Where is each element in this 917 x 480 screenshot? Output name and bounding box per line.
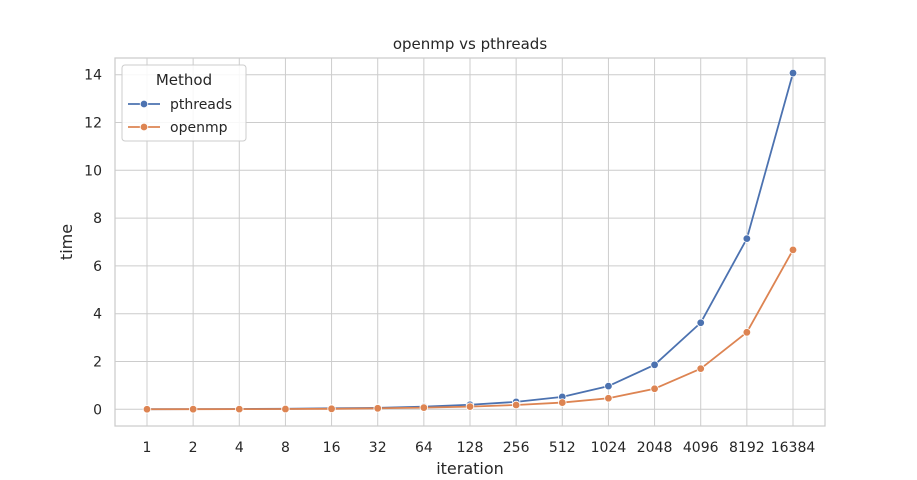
x-tick-label: 4096 bbox=[683, 440, 719, 456]
y-tick-label: 8 bbox=[93, 211, 102, 227]
data-point-openmp bbox=[650, 384, 659, 393]
legend-title: Method bbox=[156, 71, 212, 89]
data-point-pthreads bbox=[696, 318, 705, 327]
data-point-openmp bbox=[742, 328, 752, 337]
x-tick-labels: 1 2 4 8 16 32 64 128 256 512 1024 2048 4096 8192 16384 bbox=[143, 440, 816, 456]
y-tick-label: 12 bbox=[84, 116, 102, 132]
legend: Method pthreads openmp bbox=[121, 64, 247, 142]
y-axis-label: time bbox=[57, 224, 76, 260]
data-point-openmp bbox=[235, 404, 244, 414]
y-tick-labels: 0 2 4 6 8 10 12 14 bbox=[84, 68, 102, 419]
x-tick-label: 1024 bbox=[591, 440, 627, 456]
data-point-openmp bbox=[419, 403, 429, 412]
data-point-pthreads bbox=[604, 381, 613, 391]
series-layer bbox=[142, 68, 798, 414]
plot-frame bbox=[114, 57, 826, 427]
data-point-pthreads bbox=[742, 234, 752, 243]
x-tick-label: 256 bbox=[503, 440, 530, 456]
x-tick-label: 2048 bbox=[637, 440, 673, 456]
x-tick-label: 8 bbox=[281, 440, 290, 456]
legend-marker-pthreads bbox=[139, 99, 149, 109]
series-openmp bbox=[142, 245, 798, 414]
legend-entry-openmp: openmp bbox=[128, 120, 228, 136]
x-axis-label: iteration bbox=[436, 459, 504, 478]
legend-box bbox=[121, 64, 247, 142]
y-tick-label: 10 bbox=[84, 163, 102, 179]
x-tick-label: 8192 bbox=[729, 440, 765, 456]
x-tick-label: 16 bbox=[323, 440, 341, 456]
data-point-openmp bbox=[188, 404, 198, 414]
y-tick-label: 6 bbox=[93, 259, 102, 275]
x-tick-label: 64 bbox=[415, 440, 433, 456]
data-point-openmp bbox=[465, 402, 475, 411]
data-point-openmp bbox=[281, 404, 290, 414]
data-point-openmp bbox=[142, 405, 152, 414]
data-point-openmp bbox=[327, 404, 336, 413]
chart-title: openmp vs pthreads bbox=[393, 35, 547, 53]
x-tick-label: 32 bbox=[369, 440, 387, 456]
x-tick-label: 4 bbox=[235, 440, 244, 456]
x-tick-label: 1 bbox=[143, 440, 152, 456]
y-tick-label: 14 bbox=[84, 68, 102, 84]
legend-label-openmp: openmp bbox=[170, 120, 228, 136]
data-point-openmp bbox=[511, 400, 521, 410]
data-point-openmp bbox=[558, 398, 567, 407]
y-tick-label: 2 bbox=[93, 354, 102, 370]
data-point-pthreads bbox=[650, 360, 659, 370]
legend-entry-pthreads: pthreads bbox=[128, 97, 232, 113]
data-point-openmp bbox=[604, 394, 613, 403]
x-tick-label: 128 bbox=[457, 440, 484, 456]
x-gridlines bbox=[146, 58, 794, 426]
x-tick-label: 16384 bbox=[771, 440, 816, 456]
legend-marker-openmp bbox=[139, 122, 149, 132]
data-point-openmp bbox=[696, 364, 705, 373]
data-point-openmp bbox=[373, 404, 382, 413]
x-tick-label: 512 bbox=[549, 440, 576, 456]
data-point-openmp bbox=[788, 245, 798, 255]
y-tick-label: 0 bbox=[93, 402, 102, 418]
y-tick-label: 4 bbox=[93, 307, 102, 323]
data-point-pthreads bbox=[788, 68, 798, 78]
legend-label-pthreads: pthreads bbox=[170, 97, 232, 113]
x-tick-label: 2 bbox=[189, 440, 198, 456]
